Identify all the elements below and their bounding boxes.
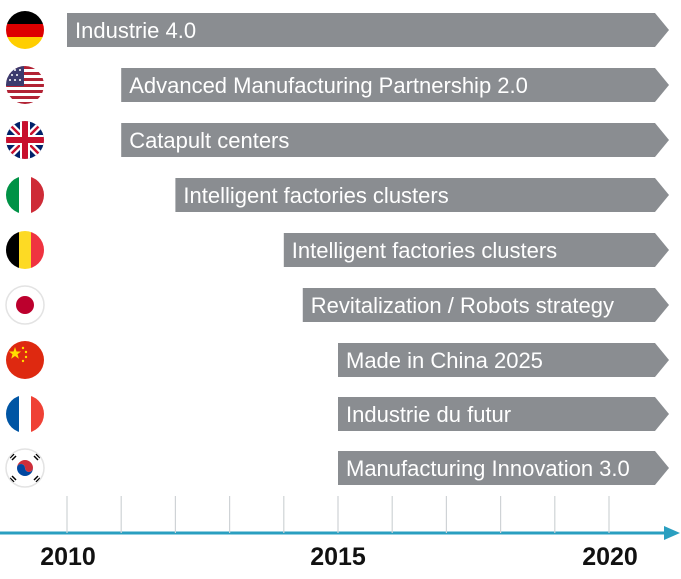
korea-flag-outline [5,448,45,488]
initiative-bar-shape [175,178,669,212]
initiative-label: Catapult centers [129,128,289,153]
japan-flag-outline [5,285,45,325]
initiative-label: Intelligent factories clusters [292,238,557,263]
initiative-bar: Intelligent factories clusters [283,233,669,267]
initiative-bar-shape [121,68,669,102]
china-flag-icon [6,341,44,379]
initiative-bar-shape [338,451,669,485]
axis-arrowhead [664,526,680,540]
initiative-label: Industrie du futur [346,402,511,427]
germany-flag-icon [6,11,44,49]
initiative-bar: Catapult centers [121,123,669,157]
italy-flag-icon [6,176,44,214]
initiative-bar: Intelligent factories clusters [175,178,669,212]
france-flag-icon [6,395,44,433]
year-label-2010: 2010 [40,543,96,571]
japan-flag-icon [6,286,44,324]
south-korea-flag-icon [6,449,44,487]
usa-flag-icon [6,66,44,104]
initiative-bar: Advanced Manufacturing Partnership 2.0 [121,68,669,102]
initiative-bar: Manufacturing Innovation 3.0 [338,451,669,485]
year-label-2015: 2015 [310,543,366,571]
uk-flag-icon [6,121,44,159]
initiative-bar: Made in China 2025 [338,343,669,377]
initiative-bar-shape [121,123,669,157]
initiative-bar-shape [283,233,669,267]
initiative-label: Made in China 2025 [346,348,543,373]
initiative-label: Manufacturing Innovation 3.0 [346,456,630,481]
initiative-bar-shape [338,397,669,431]
initiative-bar-shape [67,13,669,47]
initiative-bar-shape [302,288,669,322]
initiative-bar: Revitalization / Robots strategy [302,288,669,322]
initiative-bar: Industrie 4.0 [67,13,669,47]
belgium-flag-icon [6,231,44,269]
initiative-label: Revitalization / Robots strategy [311,293,614,318]
initiative-bar: Industrie du futur [338,397,669,431]
initiative-label: Industrie 4.0 [75,18,196,43]
initiative-label: Advanced Manufacturing Partnership 2.0 [129,73,528,98]
initiative-bar-shape [338,343,669,377]
year-label-2020: 2020 [582,543,638,571]
timeline-axis: 2010 2015 2020 [0,496,680,571]
initiative-label: Intelligent factories clusters [183,183,448,208]
